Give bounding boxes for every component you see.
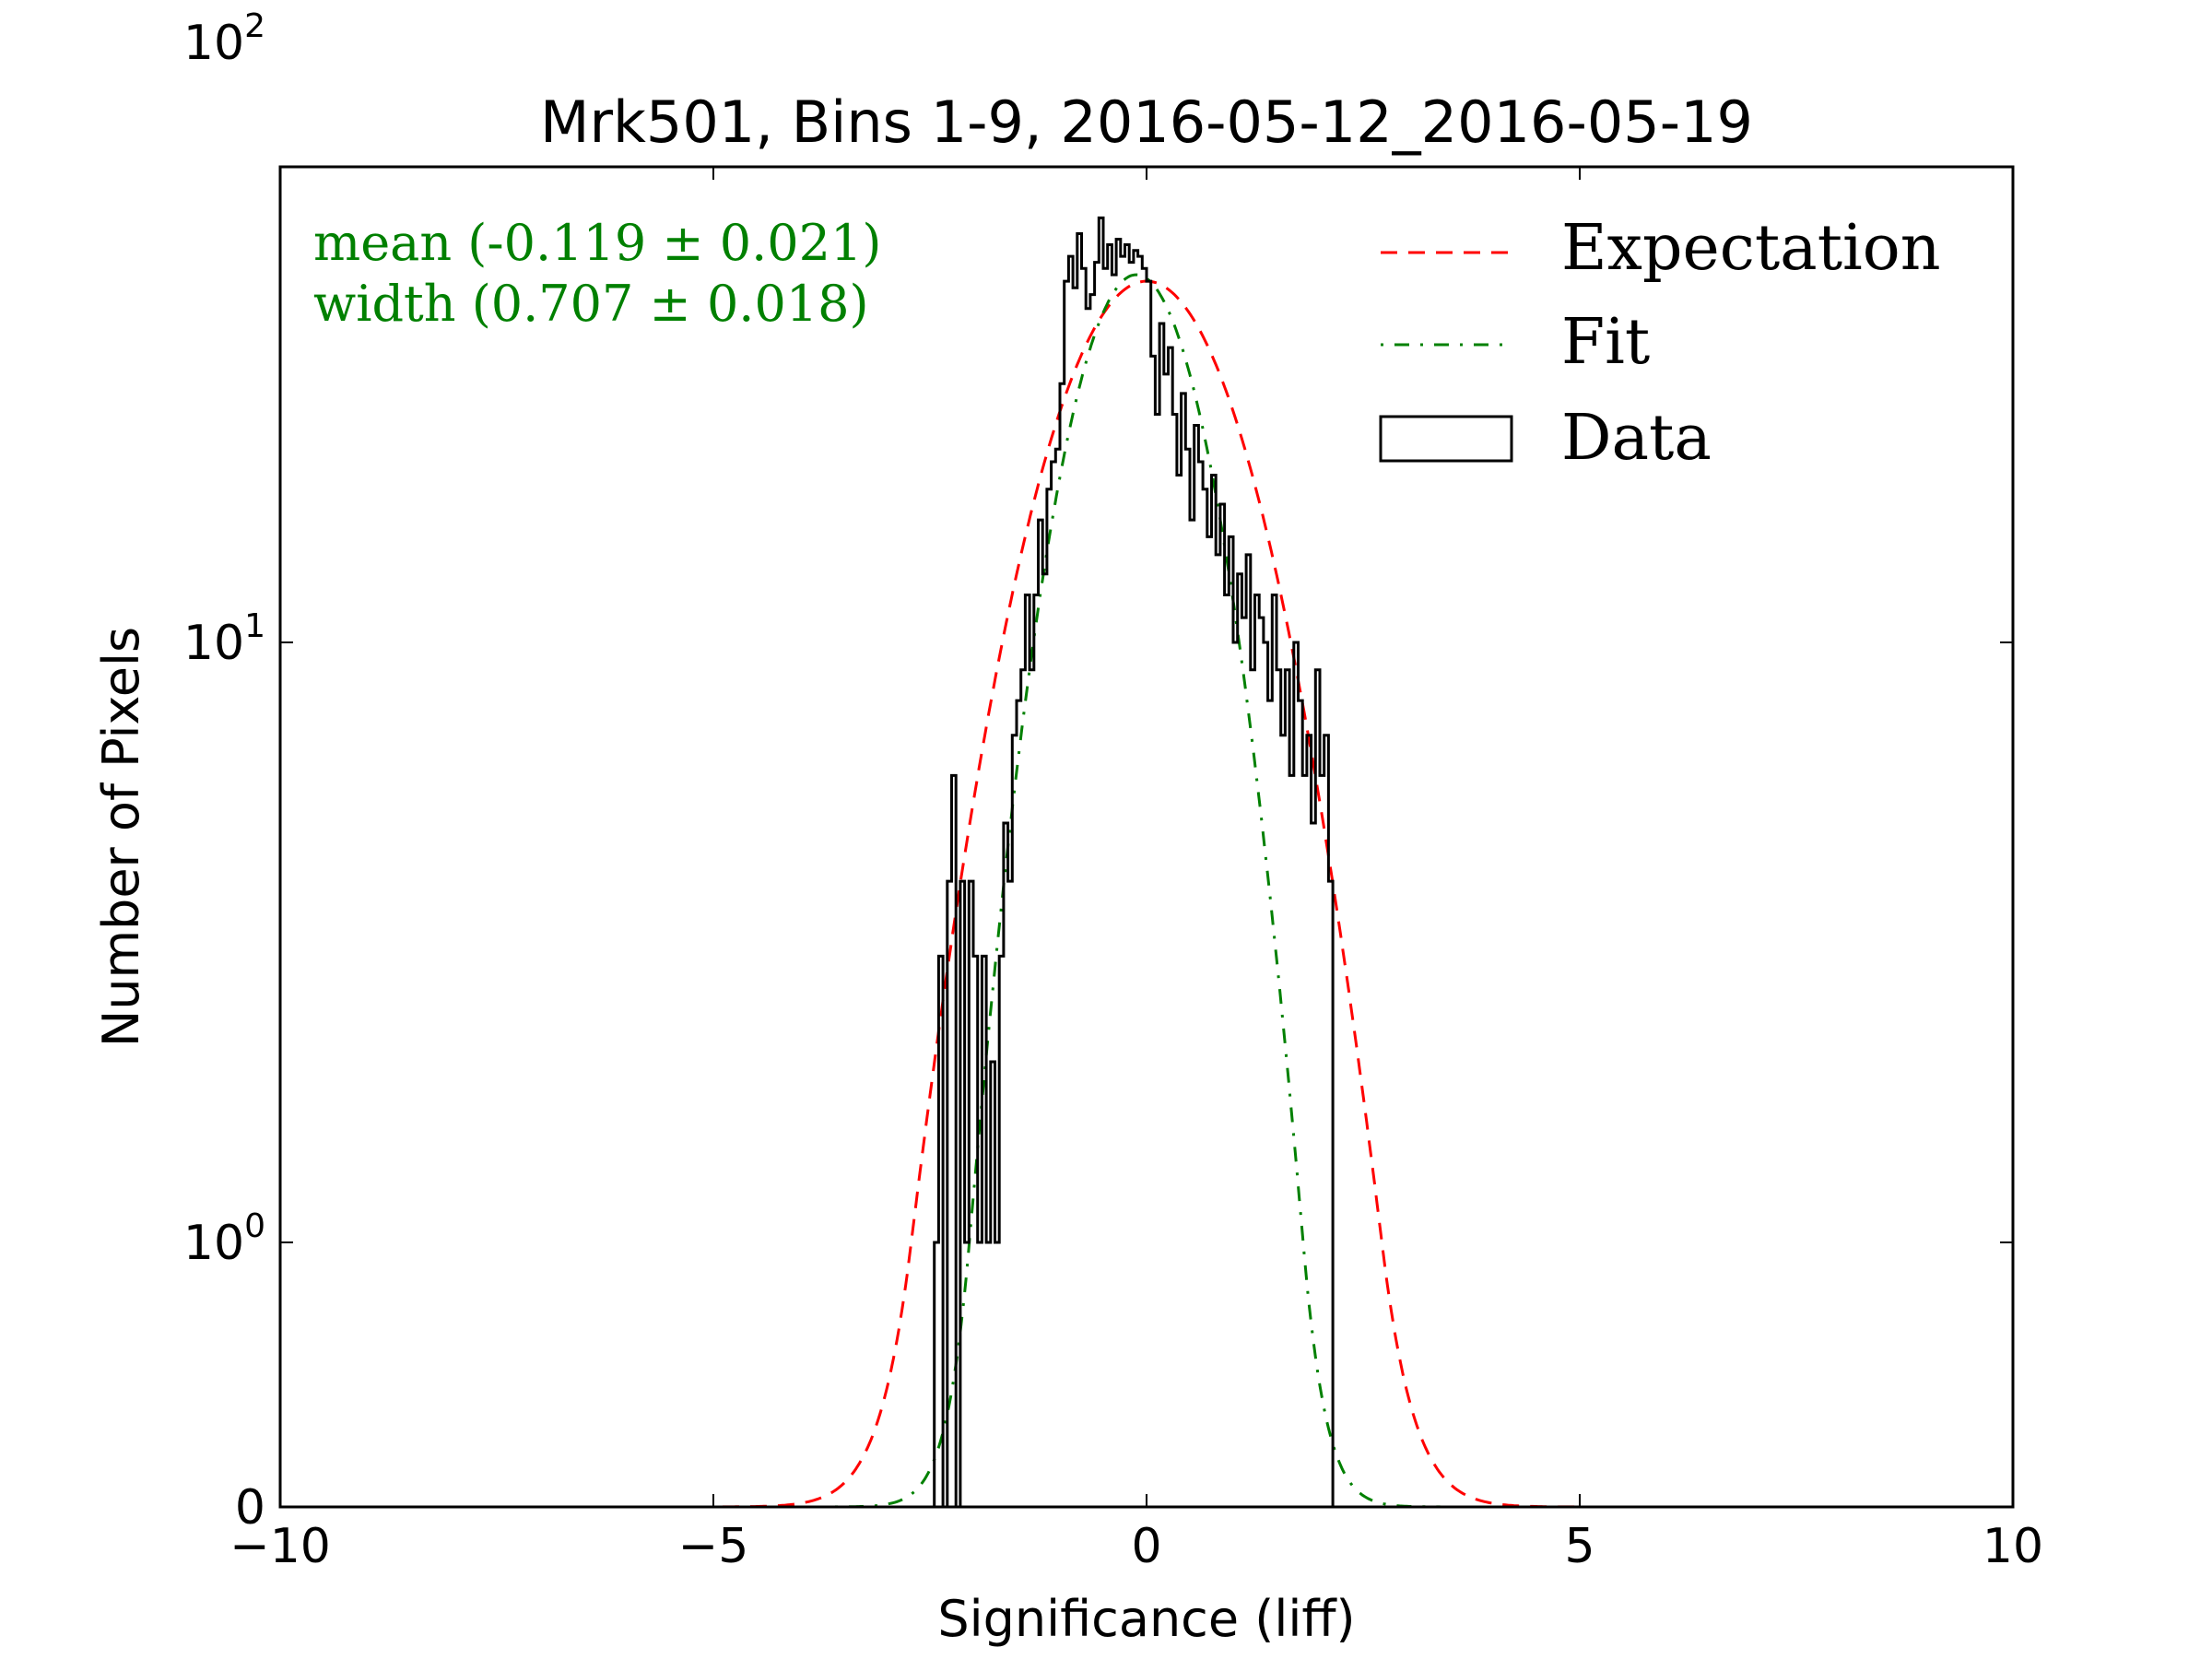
legend: Expectation Fit Data [1379, 212, 1941, 475]
legend-fit-label: Fit [1561, 306, 1650, 379]
series-data-histogram [930, 216, 1337, 1509]
y-tick-exponent: 0 [244, 1207, 265, 1245]
y-tick-exponent: 1 [244, 607, 265, 645]
x-tick-label: −10 [229, 1519, 331, 1574]
chart-title: Mrk501, Bins 1-9, 2016-05-12_2016-05-19 [540, 88, 1753, 156]
x-tick-label: −5 [678, 1519, 749, 1574]
x-tick-label: 10 [1983, 1519, 2043, 1574]
x-tick-label: 5 [1564, 1519, 1594, 1574]
y-tick-label: 101 [183, 607, 265, 671]
width-annotation: width (0.707 ± 0.018) [313, 275, 869, 333]
x-axis-label: Significance (liff) [937, 1590, 1355, 1648]
legend-expectation-label: Expectation [1561, 212, 1941, 285]
y-tick-label: 0 [235, 1480, 265, 1535]
y-tick-exponent: 2 [244, 7, 265, 45]
y-axis-label: Number of Pixels [92, 627, 150, 1047]
x-tick-label: 0 [1131, 1519, 1161, 1574]
legend-data-swatch [1379, 415, 1513, 463]
mean-annotation: mean (-0.119 ± 0.021) [313, 214, 881, 272]
legend-data-label: Data [1561, 402, 1712, 475]
